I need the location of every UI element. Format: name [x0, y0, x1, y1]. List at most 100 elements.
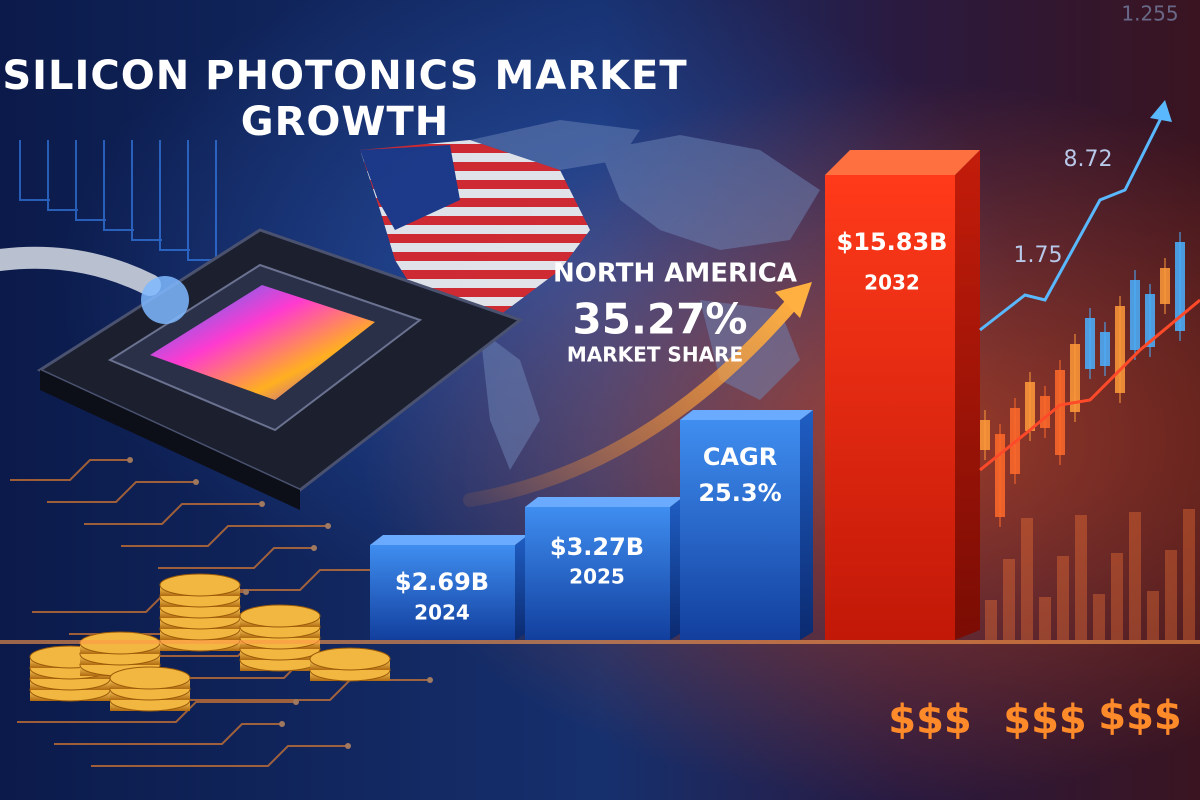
bar [825, 175, 955, 640]
volume-bar [1165, 550, 1177, 640]
currency-mark: $$$ [888, 697, 972, 743]
candle [1025, 382, 1035, 431]
trace-node [311, 545, 317, 551]
trace [91, 745, 348, 767]
trace [10, 459, 130, 481]
trace [54, 723, 282, 745]
bar-value: $3.27B [550, 533, 644, 561]
volume-bar [1003, 559, 1015, 640]
candle [995, 434, 1005, 517]
volume-bar [1075, 515, 1087, 640]
bar-year: 2025 [569, 565, 625, 589]
chip-edge [40, 370, 300, 510]
bar-year: 2024 [414, 601, 470, 625]
bar-value: $2.69B [395, 568, 489, 596]
candle [1115, 306, 1125, 393]
bar [370, 545, 515, 640]
trend-line-red [979, 298, 1200, 472]
ticker-number: 8.72 [1064, 147, 1113, 172]
trace [75, 140, 106, 221]
bar-value: $15.83B [837, 228, 948, 256]
region-share: 35.27% [573, 295, 748, 344]
volume-bar [1111, 553, 1123, 640]
trace-node [193, 479, 199, 485]
bar-label: CAGR [703, 443, 777, 471]
candle [1175, 242, 1185, 331]
candle [1055, 370, 1065, 455]
trace [121, 525, 328, 547]
candle [1145, 294, 1155, 347]
region-caption: MARKET SHARE [567, 343, 743, 367]
candle [1040, 396, 1050, 428]
bar-side [955, 150, 980, 640]
bar [525, 507, 670, 640]
candle [1160, 268, 1170, 304]
coin-top [239, 604, 321, 628]
chip-die [150, 285, 375, 400]
title-line: GROWTH [241, 99, 450, 145]
bar-side [515, 535, 528, 640]
trace [17, 701, 296, 723]
trace [159, 140, 190, 251]
trend-line-blue [979, 109, 1167, 332]
trace [84, 503, 262, 525]
trace [187, 140, 218, 261]
arrow-head [775, 282, 812, 318]
bar-side [800, 410, 813, 640]
bar-value: 25.3% [698, 479, 781, 507]
volume-bar [1183, 509, 1195, 640]
flag-canton [360, 145, 460, 230]
bar-top [525, 497, 683, 507]
region-name: NORTH AMERICA [553, 259, 797, 289]
volume-bar [1147, 591, 1159, 640]
bar-side [670, 497, 683, 640]
candle [980, 420, 990, 450]
trace [131, 140, 162, 241]
ticker-number: 1.255 [1121, 2, 1178, 26]
bar-top [825, 150, 980, 175]
bar-year: 2032 [864, 271, 920, 295]
bar-top [370, 535, 528, 545]
continents [470, 120, 820, 470]
coin-top [109, 666, 191, 690]
candle [1130, 280, 1140, 350]
volume-bar [1021, 518, 1033, 640]
ticker-number: 1.75 [1014, 243, 1063, 268]
trace [47, 481, 196, 503]
currency-mark: $$$ [1003, 697, 1087, 743]
trace-node [427, 677, 433, 683]
trace [158, 547, 314, 569]
bars: $2.69B 2024 $3.27B 2025 CAGR 25.3% $15.8… [370, 150, 980, 640]
trace-node [243, 589, 249, 595]
volume-bar [1129, 512, 1141, 640]
stock-chart [979, 100, 1200, 640]
volume-bar [1057, 556, 1069, 640]
coins [29, 573, 391, 712]
trace-node [325, 523, 331, 529]
candle [1100, 332, 1110, 366]
region-callout: NORTH AMERICA 35.27% MARKET SHARE [553, 259, 797, 367]
volume-bar [985, 600, 997, 640]
trace-node [345, 743, 351, 749]
volume-bar [1039, 597, 1051, 640]
trace-node [293, 699, 299, 705]
bar [680, 420, 800, 640]
coin-top [309, 647, 391, 671]
photonic-chip [0, 228, 524, 510]
title-line: SILICON PHOTONICS MARKET [2, 53, 687, 99]
bar-top [680, 410, 813, 420]
floor-glow [0, 640, 1200, 644]
trace [19, 140, 50, 201]
trace-node [127, 457, 133, 463]
candle [1085, 318, 1095, 369]
coin-top [159, 573, 241, 597]
growth-arrow [463, 293, 802, 507]
trace [47, 140, 78, 211]
trace-node [279, 721, 285, 727]
trend-arrow [1150, 100, 1172, 122]
trace-node [259, 501, 265, 507]
laser-glow [141, 276, 189, 324]
trace [103, 140, 134, 231]
